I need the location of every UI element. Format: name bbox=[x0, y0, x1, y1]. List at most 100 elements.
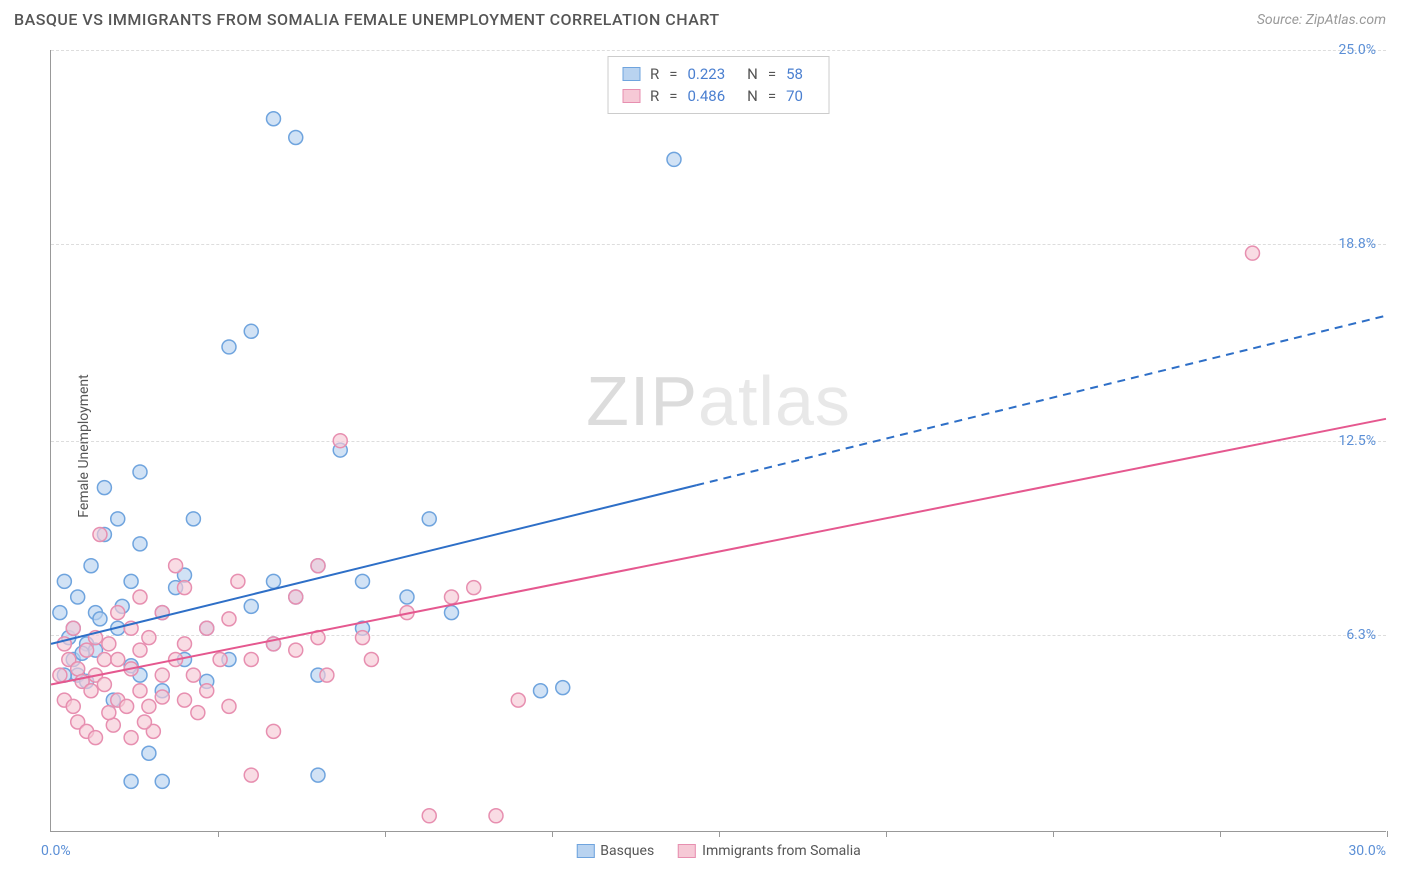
data-point bbox=[533, 684, 547, 698]
data-point bbox=[267, 724, 281, 738]
x-tick bbox=[886, 831, 887, 837]
data-point bbox=[467, 581, 481, 595]
legend-item: Immigrants from Somalia bbox=[678, 843, 861, 859]
data-point bbox=[244, 768, 258, 782]
source-attribution: Source: ZipAtlas.com bbox=[1257, 12, 1386, 28]
data-point bbox=[66, 699, 80, 713]
x-tick bbox=[218, 831, 219, 837]
data-point bbox=[71, 590, 85, 604]
stat-n-label: N bbox=[747, 65, 758, 83]
x-tick bbox=[552, 831, 553, 837]
data-point bbox=[186, 512, 200, 526]
legend-swatch bbox=[622, 89, 640, 103]
data-point bbox=[244, 599, 258, 613]
data-point bbox=[289, 590, 303, 604]
stats-row: R=0.486N=70 bbox=[622, 85, 815, 107]
data-point bbox=[356, 574, 370, 588]
data-point bbox=[489, 809, 503, 823]
legend-item: Basques bbox=[576, 843, 654, 859]
data-point bbox=[213, 653, 227, 667]
data-point bbox=[191, 706, 205, 720]
data-point bbox=[66, 621, 80, 635]
data-point bbox=[445, 590, 459, 604]
data-point bbox=[142, 746, 156, 760]
data-point bbox=[267, 574, 281, 588]
data-point bbox=[422, 809, 436, 823]
data-point bbox=[142, 631, 156, 645]
data-point bbox=[97, 678, 111, 692]
data-point bbox=[111, 512, 125, 526]
data-point bbox=[102, 706, 116, 720]
data-point bbox=[155, 690, 169, 704]
data-point bbox=[80, 643, 94, 657]
x-tick bbox=[385, 831, 386, 837]
data-point bbox=[320, 668, 334, 682]
data-point bbox=[155, 668, 169, 682]
data-point bbox=[289, 643, 303, 657]
data-point bbox=[133, 590, 147, 604]
data-point bbox=[400, 590, 414, 604]
stat-eq: = bbox=[669, 87, 677, 105]
data-point bbox=[511, 693, 525, 707]
data-point bbox=[53, 606, 67, 620]
data-point bbox=[289, 131, 303, 145]
data-point bbox=[178, 637, 192, 651]
chart-title: BASQUE VS IMMIGRANTS FROM SOMALIA FEMALE… bbox=[14, 10, 720, 29]
x-axis-origin-label: 0.0% bbox=[41, 843, 71, 859]
source-label: Source: bbox=[1257, 12, 1306, 28]
data-point bbox=[53, 668, 67, 682]
data-point bbox=[84, 684, 98, 698]
chart-header: BASQUE VS IMMIGRANTS FROM SOMALIA FEMALE… bbox=[0, 0, 1406, 37]
data-point bbox=[231, 574, 245, 588]
data-point bbox=[178, 581, 192, 595]
data-point bbox=[102, 637, 116, 651]
data-point bbox=[155, 774, 169, 788]
data-point bbox=[422, 512, 436, 526]
data-point bbox=[445, 606, 459, 620]
stat-eq: = bbox=[768, 65, 776, 83]
stat-r-value: 0.486 bbox=[687, 87, 725, 105]
data-point bbox=[120, 699, 134, 713]
data-point bbox=[244, 324, 258, 338]
legend-label: Immigrants from Somalia bbox=[702, 843, 861, 859]
data-point bbox=[178, 693, 192, 707]
data-point bbox=[124, 731, 138, 745]
data-point bbox=[142, 699, 156, 713]
correlation-stats-box: R=0.223N=58R=0.486N=70 bbox=[607, 56, 830, 114]
legend-swatch bbox=[622, 67, 640, 81]
data-point bbox=[124, 774, 138, 788]
stat-eq: = bbox=[669, 65, 677, 83]
bottom-legend: Basques Immigrants from Somalia bbox=[576, 843, 860, 859]
data-point bbox=[222, 340, 236, 354]
data-point bbox=[222, 612, 236, 626]
data-point bbox=[311, 559, 325, 573]
data-point bbox=[244, 653, 258, 667]
data-point bbox=[93, 612, 107, 626]
stat-r-label: R bbox=[650, 65, 659, 83]
legend-label: Basques bbox=[600, 843, 654, 859]
data-point bbox=[222, 699, 236, 713]
data-point bbox=[364, 653, 378, 667]
data-point bbox=[84, 559, 98, 573]
data-point bbox=[356, 631, 370, 645]
data-point bbox=[137, 715, 151, 729]
x-tick bbox=[719, 831, 720, 837]
data-point bbox=[186, 668, 200, 682]
data-point bbox=[89, 731, 103, 745]
x-tick bbox=[1053, 831, 1054, 837]
stat-r-value: 0.223 bbox=[687, 65, 725, 83]
stat-n-label: N bbox=[747, 87, 758, 105]
data-point bbox=[97, 481, 111, 495]
x-axis-max-label: 30.0% bbox=[1348, 843, 1386, 859]
data-point bbox=[200, 621, 214, 635]
stat-n-value: 58 bbox=[786, 65, 803, 83]
data-point bbox=[111, 606, 125, 620]
data-point bbox=[111, 653, 125, 667]
scatter-plot-svg bbox=[51, 50, 1386, 831]
data-point bbox=[133, 684, 147, 698]
x-tick bbox=[1387, 831, 1388, 837]
data-point bbox=[57, 574, 71, 588]
data-point bbox=[267, 112, 281, 126]
regression-line-extrapolated bbox=[696, 316, 1386, 486]
data-point bbox=[124, 574, 138, 588]
